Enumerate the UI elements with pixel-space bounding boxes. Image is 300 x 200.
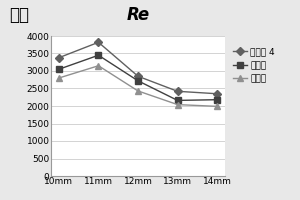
Line: 富铼渣: 富铼渣 <box>56 52 220 103</box>
Text: Re: Re <box>126 6 150 24</box>
标准点 4 <box>215 93 219 95</box>
富铼渣 <box>136 80 140 82</box>
标准点 4 <box>57 56 61 59</box>
Legend: 标准点 4, 富铼渣, 浸出液: 标准点 4, 富铼渣, 浸出液 <box>233 48 275 84</box>
富铼渣 <box>176 99 179 102</box>
浸出液 <box>136 90 140 92</box>
Line: 浸出液: 浸出液 <box>56 63 220 109</box>
标准点 4 <box>136 75 140 77</box>
浸出液 <box>215 105 219 108</box>
富铼渣 <box>57 68 61 70</box>
浸出液 <box>176 103 179 106</box>
浸出液 <box>57 77 61 79</box>
富铼渣 <box>97 54 100 56</box>
Text: 强度: 强度 <box>9 6 29 24</box>
浸出液 <box>97 65 100 67</box>
富铼渣 <box>215 98 219 101</box>
标准点 4 <box>176 90 179 92</box>
Line: 标准点 4: 标准点 4 <box>56 40 220 97</box>
标准点 4 <box>97 41 100 43</box>
